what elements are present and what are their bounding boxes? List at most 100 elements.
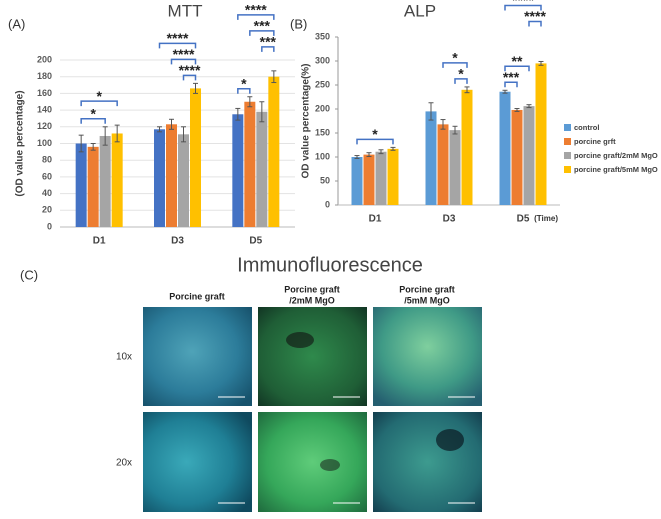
- error-bar: [440, 119, 446, 130]
- significance-bracket: [249, 30, 275, 36]
- significance-bracket: [80, 100, 118, 107]
- x-tick-label: D5: [517, 214, 530, 225]
- legend-swatch: [564, 166, 571, 173]
- y-tick-label: 250: [315, 79, 330, 89]
- y-tick-label: 60: [42, 171, 52, 181]
- chart-title: ALP: [404, 1, 436, 20]
- x-tick-label: D5: [249, 236, 262, 247]
- significance-bracket: [170, 58, 197, 65]
- significance-bracket: [356, 138, 394, 145]
- significance-label: *: [372, 126, 378, 142]
- micrograph: [143, 412, 252, 512]
- significance-label: *: [96, 88, 102, 104]
- bar: [461, 89, 473, 205]
- legend-label: control: [574, 123, 599, 132]
- bar: [523, 106, 535, 205]
- significance-label: ****: [167, 30, 189, 46]
- column-header: Porcine graft: [399, 284, 455, 294]
- y-tick-label: 100: [37, 138, 52, 148]
- dark-spot: [286, 332, 314, 348]
- error-bar: [271, 70, 277, 84]
- bar: [166, 124, 177, 227]
- bar: [244, 101, 256, 227]
- error-bar: [193, 82, 198, 94]
- y-tick-label: 350: [315, 31, 330, 41]
- y-tick-label: 200: [37, 54, 52, 64]
- error-bar: [378, 149, 384, 155]
- bar: [535, 63, 547, 206]
- error-bar: [366, 152, 372, 158]
- dark-spot: [320, 459, 340, 471]
- significance-bracket: [528, 20, 542, 27]
- bar: [363, 154, 375, 205]
- error-bar: [78, 134, 84, 153]
- x-tick-label: D3: [171, 236, 184, 247]
- error-bar: [169, 118, 174, 130]
- row-label: 20x: [116, 458, 132, 469]
- error-bar: [428, 102, 434, 121]
- panel-label: (A): [8, 16, 25, 31]
- micrograph: [373, 307, 482, 406]
- y-tick-label: 50: [320, 175, 330, 185]
- y-axis-label: OD value percentage(%): [301, 63, 312, 178]
- y-tick-label: 0: [325, 199, 330, 209]
- bar: [190, 88, 201, 227]
- y-axis-label: (OD value percentage): [15, 90, 26, 196]
- error-bar: [514, 108, 520, 112]
- scale-bars: [218, 396, 475, 504]
- significance-label: ****: [512, 0, 534, 8]
- bar: [99, 135, 111, 227]
- bar: [511, 109, 523, 205]
- significance-bracket: [158, 42, 197, 49]
- figure-title: Immunofluorescence: [237, 254, 423, 276]
- panel-label: (B): [290, 16, 307, 31]
- legend-label: porcine graft/5mM MgO: [574, 165, 658, 174]
- error-bar: [259, 101, 265, 123]
- significance-bracket: [442, 62, 468, 68]
- significance-bracket: [504, 65, 530, 72]
- y-tick-label: 100: [315, 151, 330, 161]
- bar: [449, 130, 461, 205]
- column-header: Porcine graft: [284, 284, 340, 294]
- significance-label: *: [90, 106, 96, 122]
- significance-label: *: [458, 66, 464, 82]
- micrograph: [258, 412, 367, 512]
- significance-bracket: [261, 46, 275, 52]
- x-tick-label: D1: [369, 214, 382, 225]
- bar: [437, 124, 449, 205]
- micrographs: [143, 307, 482, 512]
- significance-label: ***: [503, 69, 520, 85]
- y-tick-label: 20: [42, 205, 52, 215]
- error-bar: [538, 60, 544, 66]
- micrograph: [373, 412, 482, 512]
- bar: [75, 143, 87, 227]
- x-tick-label: D3: [443, 214, 456, 225]
- bar: [154, 129, 165, 227]
- y-tick-label: 160: [37, 88, 52, 98]
- error-bar: [354, 155, 360, 159]
- column-header: /5mM MgO: [404, 295, 450, 305]
- micrograph: [143, 307, 252, 406]
- y-tick-label: 140: [37, 104, 52, 114]
- bar: [268, 76, 280, 227]
- panel-label: (C): [20, 267, 38, 282]
- significance-label: **: [512, 53, 523, 69]
- legend-swatch: [564, 138, 571, 145]
- bar: [387, 148, 399, 205]
- significance-bracket: [454, 78, 468, 84]
- error-bar: [181, 126, 186, 143]
- bar: [87, 146, 99, 227]
- significance-bracket: [504, 4, 542, 11]
- legend-swatch: [564, 152, 571, 159]
- legend-swatch: [564, 124, 571, 131]
- significance-label: ***: [254, 18, 271, 34]
- significance-label: *: [452, 50, 458, 66]
- error-bar: [90, 143, 96, 151]
- column-header: /2mM MgO: [289, 295, 335, 305]
- significance-label: ****: [524, 8, 546, 24]
- bar: [425, 111, 437, 205]
- significance-bracket: [80, 118, 106, 124]
- y-tick-label: 0: [47, 221, 52, 231]
- y-tick-label: 40: [42, 188, 52, 198]
